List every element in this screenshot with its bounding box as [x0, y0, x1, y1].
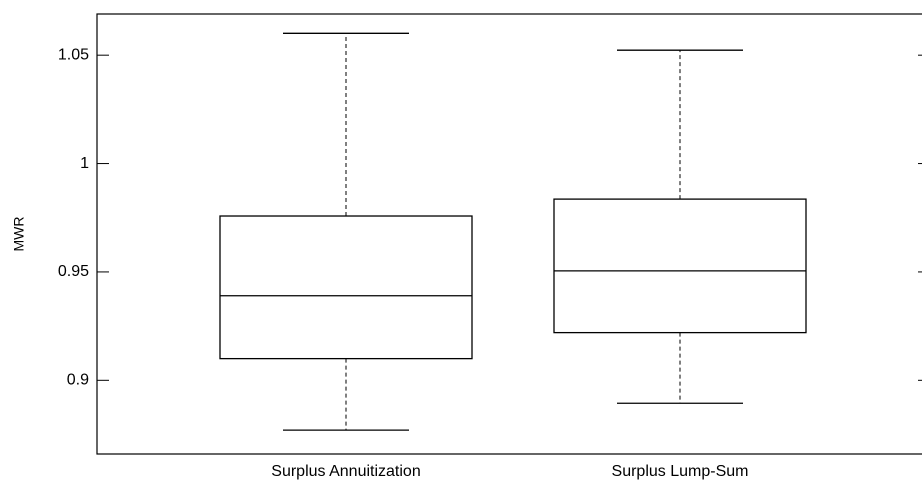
y-tick-label: 1.05: [58, 46, 89, 63]
y-tick-label: 1: [80, 155, 89, 172]
plot-frame: [96, 13, 922, 455]
x-tick-label: Surplus Annuitization: [271, 463, 420, 480]
box: [553, 198, 807, 334]
y-tick-label: 0.9: [67, 372, 89, 389]
x-tick-label: Surplus Lump-Sum: [612, 463, 749, 480]
box: [219, 215, 473, 360]
y-tick-label: 0.95: [58, 263, 89, 280]
y-axis-label: MWR: [11, 217, 27, 252]
